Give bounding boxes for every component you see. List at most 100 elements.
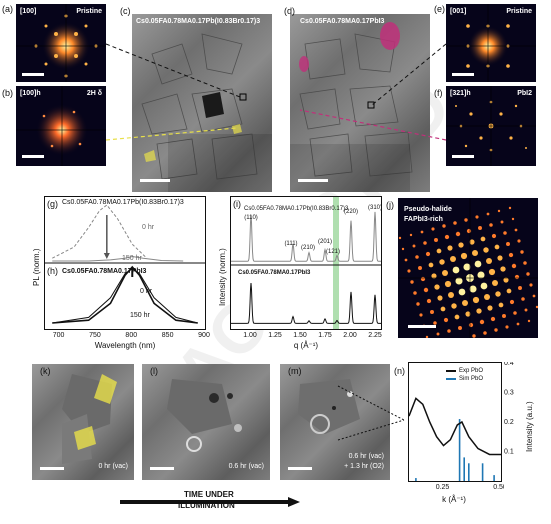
j-diffraction-spot <box>434 238 438 242</box>
n-ytick-label: 0.3 <box>504 390 514 397</box>
pl-xtick-label: 800 <box>125 332 137 339</box>
j-diffraction-spot <box>465 311 471 317</box>
n-ytick-label: 0.2 <box>504 419 514 426</box>
j-diffraction-spot <box>469 285 477 293</box>
svg-text:Intensity (a.u.): Intensity (a.u.) <box>525 401 534 452</box>
panel-letter-c: (c) <box>120 6 131 16</box>
j-diffraction-spot <box>502 314 506 318</box>
g-label-150hr: 150 hr <box>122 255 142 262</box>
j-diffraction-spot <box>420 230 424 234</box>
panel-c-sem-image: Cs0.05FA0.78MA0.17Pb(I0.83Br0.17)3 <box>132 14 272 192</box>
j-diffraction-spot <box>483 247 489 253</box>
xrd-peak-label: (121) <box>326 249 340 255</box>
j-diffraction-spot <box>412 244 416 248</box>
legend-exp: Exp PbO <box>459 368 484 374</box>
j-diffraction-spot <box>455 231 461 237</box>
xrd-xtick-label: 1.00 <box>243 332 257 339</box>
xrd-xtick-label: 1.25 <box>268 332 282 339</box>
xrd-xtick-label: 2.25 <box>368 332 382 339</box>
j-diffraction-spot <box>419 313 423 317</box>
pl-xaxis: 700 750 800 850 900 Wavelength (nm) <box>53 332 210 350</box>
panel-letter-h: (h) <box>47 266 58 276</box>
pl-xtick-label: 700 <box>53 332 65 339</box>
xrd-highlight-band <box>333 197 339 329</box>
pl-g-arrowhead <box>103 253 110 259</box>
pl-xtick-label: 750 <box>89 332 101 339</box>
formula-g: Cs0.05FA0.78MA0.17Pb(I0.83Br0.17)3 <box>62 199 184 206</box>
j-diffraction-spot <box>526 272 530 276</box>
j-diffraction-spot <box>452 266 460 274</box>
scale-bar-a <box>22 73 44 76</box>
panel-letter-f: (f) <box>434 88 443 98</box>
j-diffraction-spot <box>444 280 452 288</box>
n-exp-curve <box>408 397 501 456</box>
j-diffraction-spot <box>426 298 432 304</box>
legend-sim: Sim PbO <box>459 376 484 382</box>
state-label-b: 2H δ <box>86 90 102 97</box>
scale-bar-e <box>452 73 474 76</box>
j-diffraction-spot <box>506 288 512 294</box>
formula-c: Cs0.05FA0.78MA0.17Pb(I0.83Br0.17)3 <box>136 18 261 25</box>
j-diffraction-spot <box>428 262 434 268</box>
j-diffraction-spot <box>415 255 419 259</box>
zone-axis-b: [100]h <box>20 90 41 97</box>
svg-text:PL (norm.): PL (norm.) <box>32 248 41 286</box>
j-diffraction-spot <box>490 316 496 322</box>
j-diffraction-spot <box>487 305 493 311</box>
panel-d-sem-image: Cs0.05FA0.78MA0.17PbI3 <box>290 14 430 192</box>
xrd-bottom-spectrum <box>231 282 381 324</box>
n-xtick-label: 0.50 <box>493 484 504 491</box>
j-diffraction-spot <box>407 269 411 273</box>
j-diffraction-spot <box>495 291 501 297</box>
j-diffraction-spot <box>484 294 490 300</box>
j-diffraction-spot <box>514 274 520 280</box>
panel-letter-g: (g) <box>47 199 58 209</box>
n-plot-svg <box>408 397 501 481</box>
j-diffraction-spot <box>476 308 482 314</box>
xrd-xtick-label: 2.00 <box>343 332 357 339</box>
xrd-peak-label: (110) <box>244 215 258 221</box>
xrd-ylabel: Intensity (norm.) <box>218 248 227 306</box>
j-diffraction-spot <box>423 241 427 245</box>
pl-ylabel: PL (norm.) <box>32 248 41 286</box>
j-label-1: Pseudo-halide <box>404 206 452 213</box>
pl-h-series-0 <box>52 265 198 324</box>
xrd-xtick-label: 1.50 <box>293 332 307 339</box>
j-diffraction-spot <box>468 322 474 328</box>
j-diffraction-spot <box>480 236 486 242</box>
j-diffraction-spot <box>437 295 443 301</box>
arrow-label-2: ILLUMINATION <box>178 501 235 510</box>
panel-a-diffraction: [100] Pristine <box>16 4 106 82</box>
xrd-peak-label: (201) <box>318 239 332 245</box>
j-diffraction-spot <box>500 266 506 272</box>
j-diffraction-spot <box>505 325 509 329</box>
j-diffraction-spot <box>511 217 515 221</box>
xrd-peak-label: (111) <box>284 241 297 247</box>
j-diffraction-spot <box>450 256 456 262</box>
zone-axis-e: [001] <box>450 8 467 15</box>
j-diffraction-spot <box>483 331 487 335</box>
scale-bar-j <box>408 325 436 328</box>
j-diffraction-spot <box>410 280 414 284</box>
j-diffraction-spot <box>458 288 466 296</box>
j-diffraction-spot <box>532 294 536 298</box>
panel-letter-e: (e) <box>434 4 445 14</box>
h-label-150hr: 150 hr <box>130 312 150 319</box>
j-diffraction-spot <box>430 310 434 314</box>
j-diffraction-spot <box>425 335 429 338</box>
j-diffraction-spot <box>480 282 488 290</box>
j-diffraction-spot <box>451 303 457 309</box>
svg-text:k (Å⁻¹): k (Å⁻¹) <box>442 495 466 504</box>
j-diffraction-spot <box>472 250 478 256</box>
j-diffraction-spot <box>431 227 435 231</box>
svg-text:q (Å⁻¹): q (Å⁻¹) <box>294 341 319 350</box>
j-diffraction-spot <box>436 248 442 254</box>
j-diffraction-spot <box>517 239 521 243</box>
j-diffraction-spot <box>466 228 472 234</box>
scale-bar-d <box>298 179 328 182</box>
j-diffraction-spot <box>491 233 497 239</box>
j-diffraction-spot <box>425 251 431 257</box>
zone-axis-a: [100] <box>20 8 37 15</box>
j-diffraction-spot <box>527 319 531 323</box>
pl-xtick-label: 850 <box>162 332 174 339</box>
